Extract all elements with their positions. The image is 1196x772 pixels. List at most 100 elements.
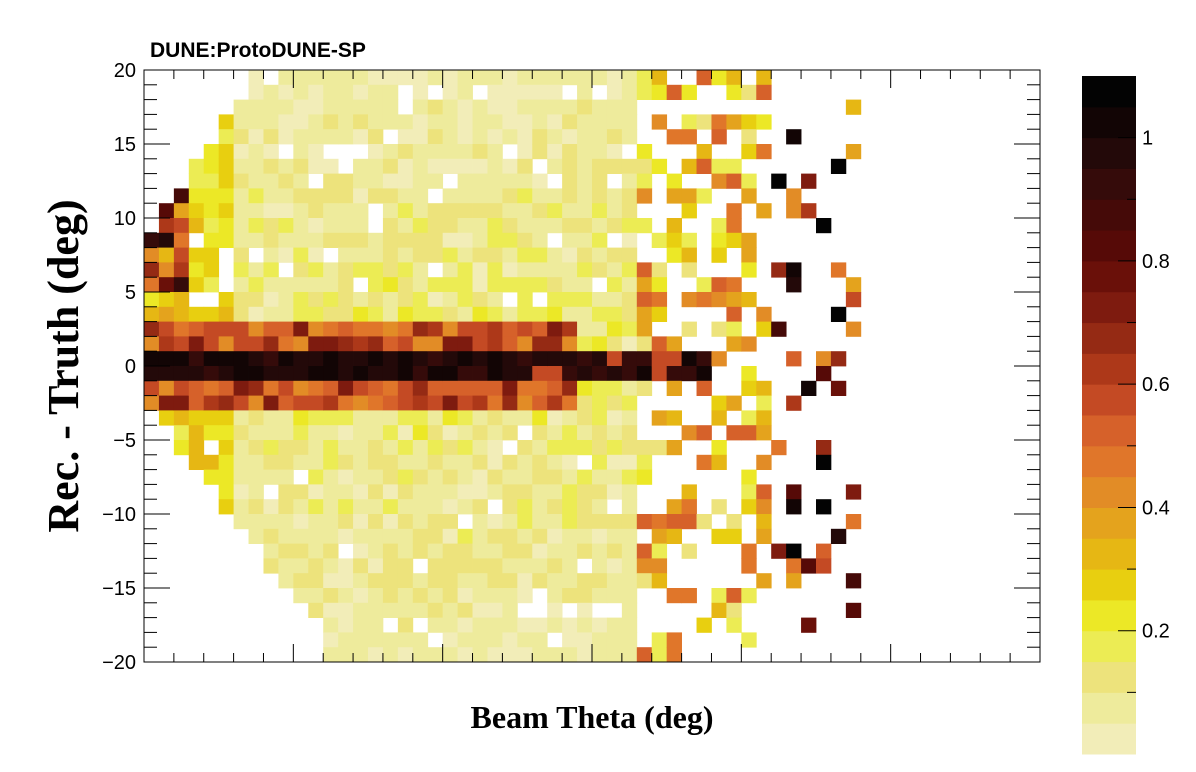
heatmap-cell bbox=[502, 484, 518, 500]
heatmap-cell bbox=[233, 514, 249, 530]
heatmap-cell bbox=[517, 218, 533, 234]
heatmap-cell bbox=[248, 425, 264, 441]
heatmap-cell bbox=[487, 292, 503, 308]
heatmap-cell bbox=[442, 158, 458, 174]
heatmap-cell bbox=[427, 484, 444, 500]
heatmap-cell bbox=[397, 588, 414, 604]
heatmap-cell bbox=[532, 454, 548, 470]
heatmap-cell bbox=[293, 454, 309, 470]
heatmap-cell bbox=[442, 647, 458, 663]
heatmap-cell bbox=[323, 232, 339, 248]
heatmap-cell bbox=[263, 232, 279, 248]
heatmap-cell bbox=[248, 499, 264, 515]
heatmap-cell bbox=[681, 158, 697, 174]
heatmap-cell bbox=[636, 292, 653, 308]
heatmap-cell bbox=[726, 84, 742, 100]
heatmap-cell bbox=[442, 499, 458, 515]
heatmap-cell bbox=[547, 469, 563, 485]
heatmap-cell bbox=[248, 173, 264, 189]
heatmap-cell bbox=[397, 484, 414, 500]
heatmap-cell bbox=[203, 425, 220, 441]
heatmap-cell bbox=[233, 395, 249, 411]
heatmap-cell bbox=[487, 514, 503, 530]
heatmap-cell bbox=[457, 306, 473, 322]
heatmap-cell bbox=[263, 158, 279, 174]
heatmap-cell bbox=[666, 173, 682, 189]
heatmap-cell bbox=[562, 380, 578, 396]
heatmap-cell bbox=[248, 321, 264, 337]
heatmap-cell bbox=[233, 321, 249, 337]
heatmap-cell bbox=[711, 588, 727, 604]
heatmap-cell bbox=[323, 158, 339, 174]
heatmap-cell bbox=[726, 425, 742, 441]
heatmap-cell bbox=[517, 484, 533, 500]
heatmap-cell bbox=[278, 158, 294, 174]
heatmap-cell bbox=[397, 617, 414, 633]
heatmap-cell bbox=[353, 543, 369, 559]
heatmap-cell bbox=[308, 232, 324, 248]
heatmap-cell bbox=[412, 514, 429, 530]
heatmap-cell bbox=[233, 232, 249, 248]
heatmap-cell bbox=[681, 425, 697, 441]
heatmap-cell bbox=[233, 336, 249, 352]
heatmap-cell bbox=[457, 144, 473, 160]
heatmap-cell bbox=[293, 499, 309, 515]
heatmap-cell bbox=[144, 292, 160, 308]
heatmap-cell bbox=[636, 558, 653, 574]
heatmap-cell bbox=[188, 262, 205, 278]
heatmap-cell bbox=[173, 247, 190, 263]
heatmap-cell bbox=[606, 617, 623, 633]
heatmap-cell bbox=[651, 573, 668, 589]
heatmap-cell bbox=[382, 262, 399, 278]
heatmap-cell bbox=[517, 469, 533, 485]
heatmap-cell bbox=[144, 336, 160, 352]
heatmap-cell bbox=[592, 203, 608, 219]
heatmap-cell bbox=[397, 70, 414, 86]
heatmap-cell bbox=[293, 173, 309, 189]
heatmap-cell bbox=[606, 395, 623, 411]
heatmap-cell bbox=[308, 558, 324, 574]
heatmap-cell bbox=[621, 514, 638, 530]
heatmap-cell bbox=[323, 321, 339, 337]
heatmap-cell bbox=[606, 336, 623, 352]
heatmap-cell bbox=[188, 395, 205, 411]
heatmap-cell bbox=[562, 366, 578, 382]
heatmap-cell bbox=[681, 514, 697, 530]
heatmap-cell bbox=[353, 232, 369, 248]
heatmap-cell bbox=[472, 70, 488, 86]
heatmap-cell bbox=[353, 292, 369, 308]
heatmap-cell bbox=[547, 528, 563, 544]
heatmap-cell bbox=[741, 292, 757, 308]
heatmap-cell bbox=[621, 454, 638, 470]
heatmap-cell bbox=[472, 203, 488, 219]
heatmap-cell bbox=[502, 114, 518, 130]
heatmap-cell bbox=[532, 410, 548, 426]
heatmap-cell bbox=[278, 306, 294, 322]
heatmap-cell bbox=[472, 262, 488, 278]
colorbar-segment bbox=[1082, 692, 1136, 724]
heatmap-cell bbox=[382, 440, 399, 456]
heatmap-cell bbox=[651, 70, 668, 86]
heatmap-cell bbox=[696, 188, 712, 204]
heatmap-cell bbox=[293, 380, 309, 396]
heatmap-cell bbox=[338, 321, 354, 337]
heatmap-cell bbox=[248, 99, 264, 115]
heatmap-cell bbox=[562, 99, 578, 115]
heatmap-cell bbox=[786, 395, 802, 411]
heatmap-cell bbox=[397, 366, 414, 382]
heatmap-cell bbox=[786, 499, 802, 515]
heatmap-cell bbox=[532, 440, 548, 456]
heatmap-cell bbox=[606, 144, 623, 160]
heatmap-cell bbox=[636, 454, 653, 470]
heatmap-cell bbox=[517, 99, 533, 115]
heatmap-cell bbox=[577, 292, 593, 308]
heatmap-cell bbox=[517, 203, 533, 219]
heatmap-cell bbox=[517, 647, 533, 663]
heatmap-cell bbox=[412, 129, 429, 145]
heatmap-cell bbox=[741, 188, 757, 204]
heatmap-cell bbox=[592, 70, 608, 86]
heatmap-cell bbox=[457, 602, 473, 618]
heatmap-cell bbox=[502, 99, 518, 115]
heatmap-cell bbox=[338, 395, 354, 411]
heatmap-cell bbox=[457, 262, 473, 278]
